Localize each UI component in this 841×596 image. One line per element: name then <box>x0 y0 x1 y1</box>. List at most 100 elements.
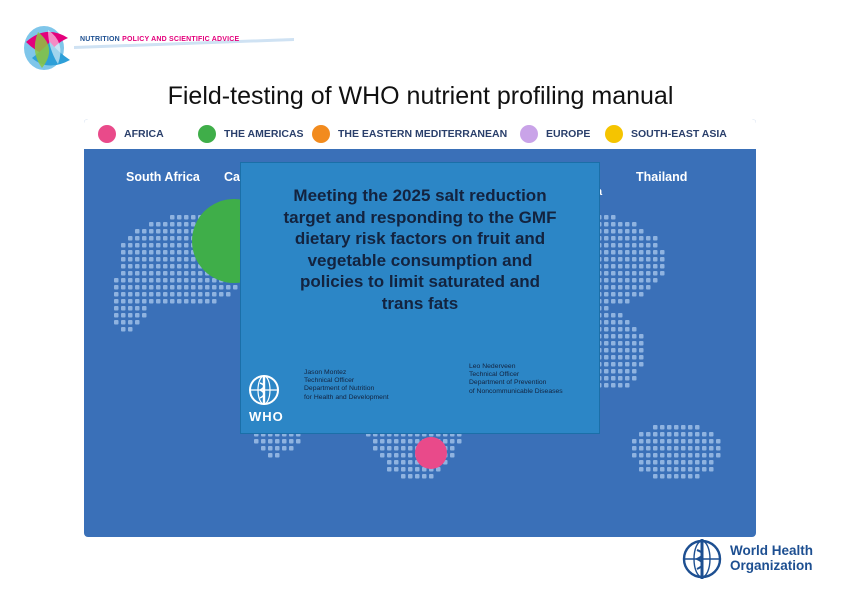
map-dot <box>625 278 630 283</box>
map-dot <box>156 271 161 276</box>
map-dot <box>275 439 280 444</box>
map-dot <box>688 446 693 451</box>
map-dot <box>674 460 679 465</box>
map-dot <box>177 285 182 290</box>
map-dot <box>632 348 637 353</box>
map-dot <box>170 292 175 297</box>
map-dot <box>639 467 644 472</box>
map-dot <box>135 313 140 318</box>
map-dot <box>653 425 658 430</box>
map-dot <box>695 453 700 458</box>
map-dot <box>618 222 623 227</box>
map-dot <box>625 229 630 234</box>
map-dot <box>604 285 609 290</box>
map-dot <box>128 299 133 304</box>
map-dot <box>625 383 630 388</box>
map-dot <box>618 257 623 262</box>
map-dot <box>625 327 630 332</box>
map-dot <box>604 341 609 346</box>
map-dot <box>653 271 658 276</box>
map-dot <box>688 425 693 430</box>
map-dot <box>121 313 126 318</box>
map-dot <box>114 313 119 318</box>
map-dot <box>415 439 420 444</box>
map-dot <box>639 439 644 444</box>
map-dot <box>184 285 189 290</box>
map-dot <box>156 285 161 290</box>
map-dot <box>660 439 665 444</box>
map-dot <box>681 425 686 430</box>
map-dot <box>170 222 175 227</box>
map-dot <box>625 334 630 339</box>
map-dot <box>674 453 679 458</box>
map-dot <box>135 292 140 297</box>
map-dot <box>121 264 126 269</box>
who-logo-line-1: World Health <box>730 543 814 558</box>
map-dot <box>646 285 651 290</box>
map-dot <box>653 250 658 255</box>
map-dot <box>275 453 280 458</box>
map-dot <box>170 264 175 269</box>
map-dot <box>625 236 630 241</box>
presentation-cover-card: Meeting the 2025 salt reduction target a… <box>240 162 600 434</box>
map-dot <box>632 285 637 290</box>
map-dot <box>716 453 721 458</box>
map-dot <box>156 299 161 304</box>
map-dot <box>156 292 161 297</box>
map-dot <box>170 250 175 255</box>
map-dot <box>128 236 133 241</box>
map-dot <box>667 439 672 444</box>
map-dot <box>688 453 693 458</box>
map-dot <box>205 285 210 290</box>
map-dot <box>611 383 616 388</box>
map-dot <box>646 446 651 451</box>
map-dot <box>282 446 287 451</box>
map-dot <box>639 257 644 262</box>
map-dot <box>632 292 637 297</box>
map-dot <box>408 446 413 451</box>
map-dot <box>618 327 623 332</box>
map-dot <box>149 292 154 297</box>
map-dot <box>149 278 154 283</box>
map-dot <box>702 439 707 444</box>
map-dot <box>667 460 672 465</box>
map-dot <box>660 264 665 269</box>
map-dot <box>184 229 189 234</box>
map-dot <box>695 474 700 479</box>
map-dot <box>611 313 616 318</box>
map-dot <box>695 432 700 437</box>
map-dot <box>604 215 609 220</box>
map-dot <box>142 250 147 255</box>
program-title-part1: NUTRITION <box>80 36 120 43</box>
map-dot <box>625 376 630 381</box>
map-dot <box>408 439 413 444</box>
map-dot <box>163 236 168 241</box>
map-dot <box>639 453 644 458</box>
map-dot <box>184 250 189 255</box>
map-dot <box>387 460 392 465</box>
map-dot <box>191 222 196 227</box>
map-dot <box>646 236 651 241</box>
map-dot <box>653 453 658 458</box>
map-dot <box>639 264 644 269</box>
map-dot <box>688 439 693 444</box>
map-dot <box>681 474 686 479</box>
map-dot <box>142 306 147 311</box>
map-dot <box>142 271 147 276</box>
map-dot <box>177 236 182 241</box>
map-dot <box>156 222 161 227</box>
map-dot <box>625 285 630 290</box>
map-dot <box>429 474 434 479</box>
map-dot <box>233 285 238 290</box>
map-dot <box>639 334 644 339</box>
map-dot <box>618 278 623 283</box>
map-dot <box>149 236 154 241</box>
map-dot <box>639 278 644 283</box>
map-dot <box>408 460 413 465</box>
map-dot <box>632 369 637 374</box>
region-legend-bar: AFRICA THE AMERICAS THE EASTERN MEDITERR… <box>84 119 756 149</box>
map-dot <box>149 271 154 276</box>
map-dot <box>121 257 126 262</box>
map-dot <box>618 369 623 374</box>
map-dot <box>142 292 147 297</box>
